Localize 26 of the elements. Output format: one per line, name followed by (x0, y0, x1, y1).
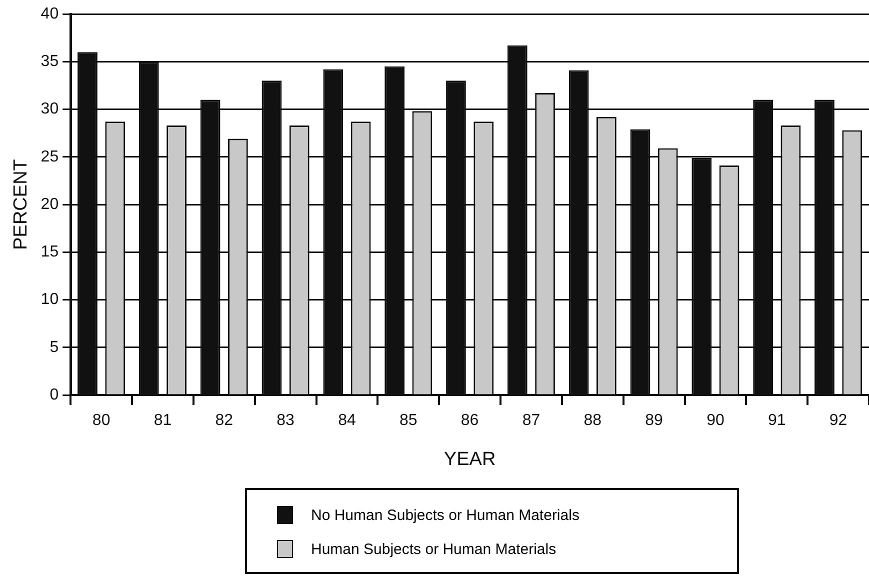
x-tick-label: 88 (584, 412, 602, 430)
y-axis-title: PERCENT (10, 158, 32, 250)
x-tick-label: 87 (522, 412, 540, 430)
y-tick-label: 5 (50, 338, 59, 356)
y-tick-label: 0 (50, 386, 59, 404)
x-tick-label: 83 (276, 412, 295, 430)
x-tick-label: 90 (706, 412, 724, 430)
y-tick-label: 25 (40, 148, 59, 166)
x-tick-label: 81 (154, 412, 172, 430)
x-tick-label: 85 (399, 412, 418, 430)
x-tick-label: 80 (92, 412, 110, 430)
y-tick-label: 35 (40, 53, 59, 70)
x-tick-label: 84 (338, 412, 356, 430)
y-tick-label: 10 (40, 291, 59, 308)
x-tick-label: 89 (645, 412, 664, 430)
x-tick-label: 82 (215, 412, 234, 430)
x-tick-label: 91 (768, 412, 786, 430)
x-tick-label: 86 (460, 412, 479, 430)
y-tick-label: 30 (40, 100, 59, 118)
x-tick-label: 92 (829, 412, 848, 430)
y-tick-label: 20 (40, 196, 59, 213)
y-tick-label: 40 (40, 5, 59, 22)
legend-label: No Human Subjects or Human Materials (311, 506, 580, 524)
y-tick-label: 15 (40, 244, 59, 261)
x-axis-title: YEAR (444, 448, 496, 470)
legend-label: Human Subjects or Human Materials (311, 540, 556, 558)
